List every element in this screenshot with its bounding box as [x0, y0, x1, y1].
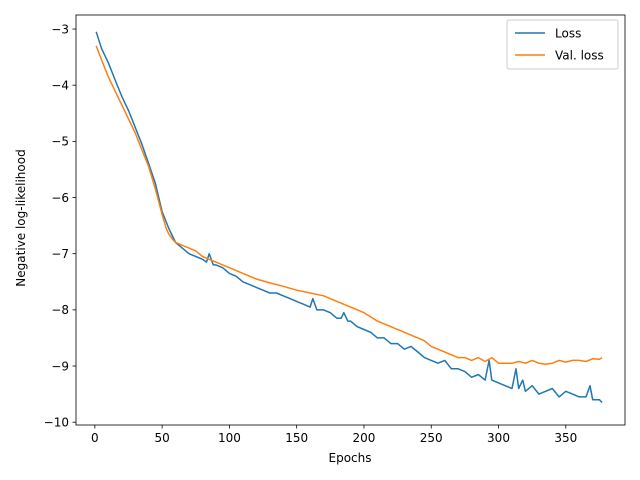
y-tick-label: −8: [51, 303, 69, 317]
y-tick-label: −10: [44, 415, 69, 429]
plot-area-frame: [75, 14, 626, 426]
x-tick-label: 350: [554, 431, 577, 445]
y-tick-label: −9: [51, 359, 69, 373]
y-tick-label: −5: [51, 135, 69, 149]
x-tick-label: 200: [353, 431, 376, 445]
x-axis-label: Epochs: [329, 451, 372, 465]
y-tick-label: −6: [51, 191, 69, 205]
y-axis-label: Negative log-likelihood: [14, 149, 28, 286]
series-line-loss: [95, 31, 603, 404]
y-tick-label: −3: [51, 22, 69, 36]
x-tick-label: 0: [91, 431, 99, 445]
x-tick-label: 300: [487, 431, 510, 445]
legend-label-val-loss: Val. loss: [555, 49, 604, 63]
y-tick-label: −4: [51, 79, 69, 93]
x-axis: 0 50 100 150 200 250 300 350: [91, 425, 577, 445]
legend-label-loss: Loss: [555, 27, 581, 41]
x-tick-label: 50: [154, 431, 169, 445]
x-tick-label: 250: [420, 431, 443, 445]
series-layer: [95, 31, 603, 404]
x-tick-label: 100: [218, 431, 241, 445]
y-axis: −10 −9 −8 −7 −6 −5 −4 −3: [44, 22, 76, 429]
series-line-val-loss: [95, 45, 603, 366]
x-tick-label: 150: [285, 431, 308, 445]
y-tick-label: −7: [51, 247, 69, 261]
legend: Loss Val. loss: [506, 19, 619, 70]
